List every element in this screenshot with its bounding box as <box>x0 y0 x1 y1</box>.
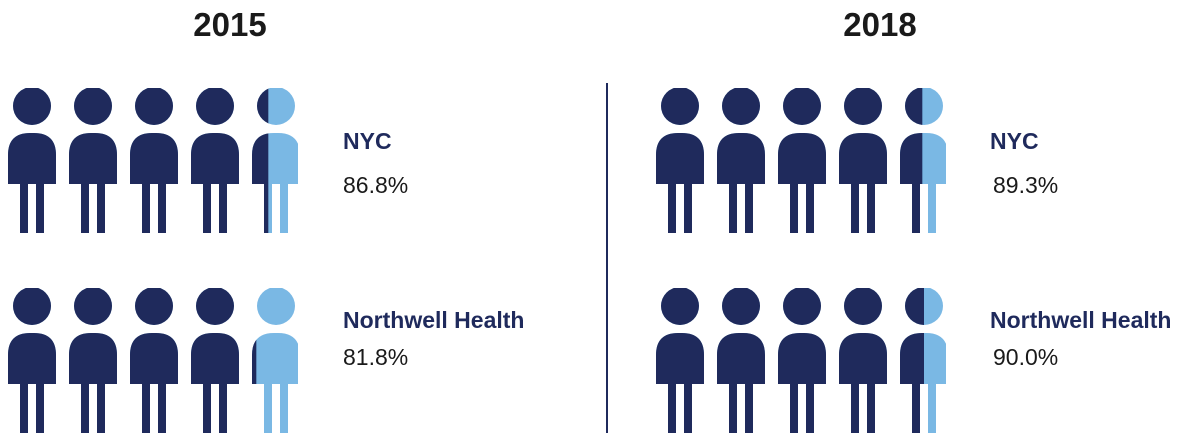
row-value-2018-northwell-health: 90.0% <box>993 344 1059 370</box>
person-icon <box>191 288 239 433</box>
pictogram-2015-nyc <box>8 88 298 233</box>
person-icon <box>191 88 239 233</box>
person-icon <box>778 288 826 433</box>
year-title-2018: 2018 <box>843 6 917 43</box>
person-icon <box>656 88 704 233</box>
person-icon <box>778 88 826 233</box>
pictogram-2015-northwell-health <box>8 288 298 433</box>
row-value-2015-northwell-health: 81.8% <box>343 344 409 370</box>
row-name-2018-northwell-health: Northwell Health <box>990 307 1172 333</box>
row-name-2015-northwell-health: Northwell Health <box>343 307 525 333</box>
person-icon <box>900 288 946 433</box>
person-icon <box>839 288 887 433</box>
person-icon <box>252 288 298 433</box>
person-icon <box>69 288 117 433</box>
row-value-2018-nyc: 89.3% <box>993 172 1059 198</box>
pictogram-2018-nyc <box>656 88 946 233</box>
person-icon <box>839 88 887 233</box>
person-icon <box>69 88 117 233</box>
person-icon <box>900 88 946 233</box>
panel-divider <box>606 83 608 433</box>
year-title-2015: 2015 <box>193 6 267 43</box>
person-icon <box>130 288 178 433</box>
person-icon <box>717 88 765 233</box>
person-icon <box>252 88 298 233</box>
person-icon <box>8 88 56 233</box>
row-value-2015-nyc: 86.8% <box>343 172 409 198</box>
row-name-2018-nyc: NYC <box>990 128 1039 154</box>
person-icon <box>717 288 765 433</box>
row-name-2015-nyc: NYC <box>343 128 392 154</box>
person-icon <box>8 288 56 433</box>
person-icon <box>130 88 178 233</box>
pictogram-2018-northwell-health <box>656 288 946 433</box>
person-icon <box>656 288 704 433</box>
